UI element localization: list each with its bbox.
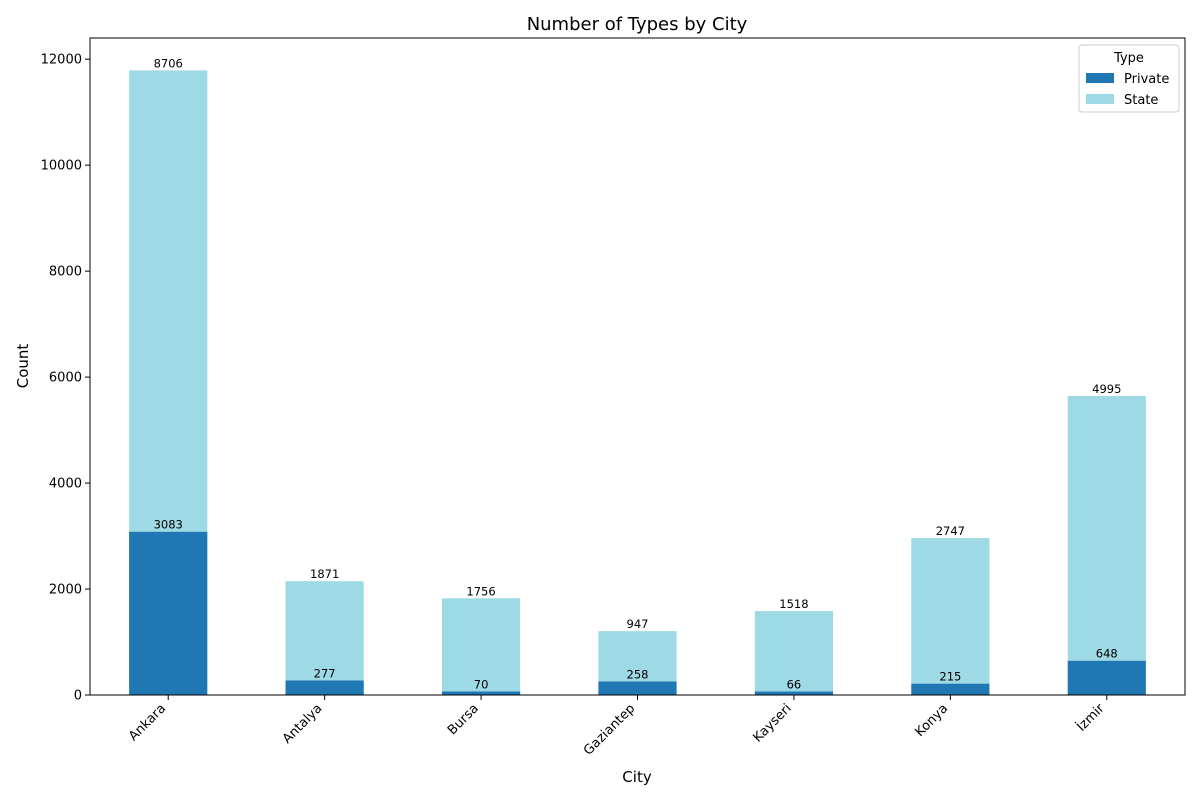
legend-swatch-private: [1086, 73, 1114, 83]
x-tick-label: Antalya: [280, 701, 326, 747]
legend-label-private: Private: [1124, 72, 1169, 87]
data-label: 1756: [466, 584, 495, 598]
data-label: 66: [787, 678, 802, 692]
data-label: 4995: [1092, 382, 1121, 396]
bar-state: [598, 631, 677, 682]
data-label: 70: [474, 677, 489, 691]
x-tick-label: Kayseri: [750, 701, 794, 745]
y-tick-label: 12000: [41, 53, 82, 68]
x-tick-label: İzmir: [1073, 700, 1108, 735]
data-label: 277: [314, 666, 336, 680]
x-axis-title: City: [622, 768, 652, 786]
bar-state: [129, 70, 208, 532]
data-label: 648: [1096, 647, 1118, 661]
y-axis-title: Count: [14, 344, 32, 389]
x-tick-label: Konya: [912, 701, 951, 740]
data-label: 947: [627, 617, 649, 631]
data-label: 3083: [154, 518, 183, 532]
legend-title: Type: [1113, 51, 1144, 66]
bar-private: [911, 683, 990, 695]
legend: Type Private State: [1078, 44, 1180, 113]
y-tick-label: 2000: [49, 583, 82, 598]
y-tick-label: 8000: [49, 265, 82, 280]
y-tick-label: 0: [74, 689, 82, 704]
bar-private: [1067, 660, 1146, 695]
bar-private: [754, 691, 834, 695]
x-axis: Ankara Antalya Bursa Gaziantep Kayseri Konya İ…: [126, 695, 1108, 759]
bar-state: [754, 611, 834, 692]
bar-state: [911, 538, 990, 684]
data-label: 1871: [310, 567, 339, 581]
x-tick-label: Bursa: [445, 701, 482, 738]
bar-state: [285, 581, 364, 681]
bar-private: [285, 680, 364, 695]
chart-title: Number of Types by City: [527, 14, 748, 35]
legend-swatch-state: [1086, 94, 1114, 104]
bar-state: [441, 598, 521, 692]
data-labels-layer: 3083 8706 277 1871 70 1756 258 947 66 1518 215 2747…: [154, 56, 1122, 691]
plot-frame: [89, 37, 1186, 696]
bar-private: [129, 531, 208, 695]
x-tick-label: Ankara: [126, 701, 169, 744]
bars-layer: [129, 70, 1146, 695]
data-label: 258: [627, 667, 649, 681]
legend-label-state: State: [1124, 93, 1158, 108]
data-label: 2747: [936, 524, 965, 538]
bar-private: [598, 681, 677, 695]
bar-state: [1067, 396, 1146, 661]
data-label: 1518: [779, 597, 808, 611]
bar-private: [441, 691, 521, 695]
y-tick-label: 6000: [49, 371, 82, 386]
y-axis: 0 2000 4000 6000 8000 10000 12000: [41, 53, 90, 704]
data-label: 215: [939, 670, 961, 684]
x-tick-label: Gaziantep: [581, 701, 638, 758]
data-label: 8706: [154, 56, 183, 70]
y-tick-label: 4000: [49, 477, 82, 492]
y-tick-label: 10000: [41, 159, 82, 174]
